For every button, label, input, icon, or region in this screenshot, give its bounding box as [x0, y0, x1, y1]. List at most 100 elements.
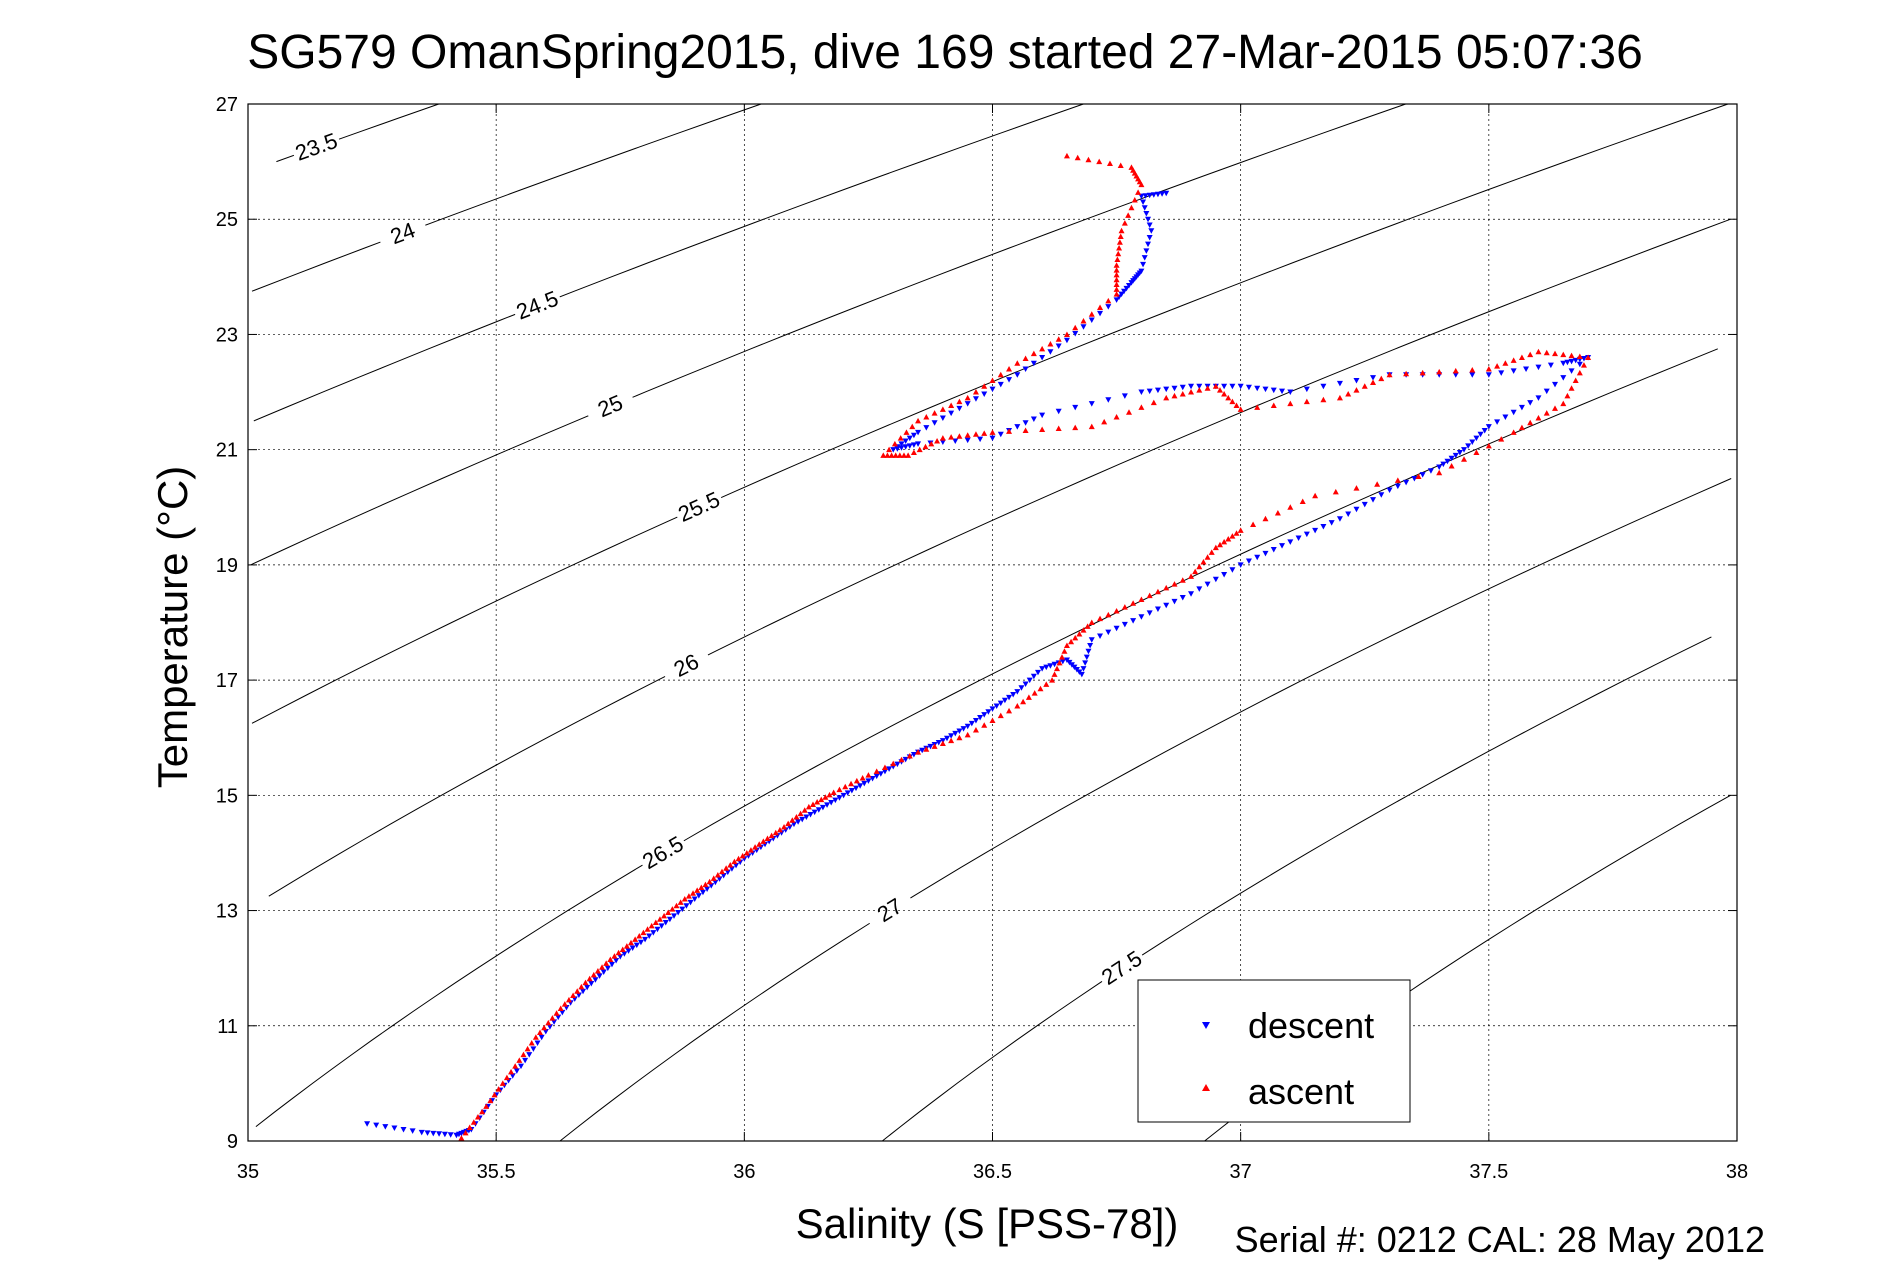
- data-point: [789, 817, 796, 823]
- data-point: [1494, 363, 1501, 369]
- data-point: [977, 436, 984, 443]
- data-point: [1225, 394, 1232, 401]
- data-point: [731, 858, 738, 865]
- data-point: [1082, 660, 1089, 666]
- data-point: [1370, 375, 1377, 381]
- data-point: [944, 735, 951, 742]
- data-point: [623, 943, 630, 949]
- data-point: [1200, 559, 1207, 565]
- data-point: [690, 890, 697, 896]
- data-point: [1020, 698, 1027, 705]
- legend-box: [1137, 979, 1411, 1123]
- data-point: [1270, 402, 1277, 408]
- data-point: [1295, 535, 1302, 542]
- data-point: [718, 868, 725, 875]
- data-point: [1113, 262, 1120, 268]
- data-point: [553, 1010, 560, 1016]
- legend-descent-label: descent: [1248, 1005, 1374, 1046]
- data-point: [462, 1129, 469, 1136]
- data-point: [1216, 387, 1223, 393]
- data-point: [590, 971, 597, 978]
- data-point: [526, 1052, 533, 1058]
- data-point: [964, 723, 971, 730]
- data-point: [989, 435, 996, 442]
- density-contour-27.5: [881, 636, 1712, 1142]
- data-point: [1448, 462, 1455, 469]
- data-point: [636, 933, 643, 939]
- contour-label-bg: [289, 127, 344, 167]
- data-point: [1014, 360, 1021, 366]
- data-point: [640, 929, 647, 936]
- data-point: [1022, 427, 1029, 433]
- data-point: [1030, 360, 1037, 367]
- data-point: [580, 988, 587, 995]
- data-point: [1143, 248, 1150, 254]
- data-point: [903, 429, 910, 435]
- data-point: [1131, 197, 1138, 203]
- data-point: [1485, 366, 1492, 372]
- data-point: [698, 884, 705, 891]
- data-point: [886, 446, 893, 453]
- data-point: [981, 430, 988, 436]
- data-point: [822, 794, 829, 800]
- data-point: [1221, 571, 1228, 578]
- data-point: [1026, 677, 1033, 684]
- data-point: [1121, 393, 1128, 399]
- data-point: [1312, 527, 1319, 534]
- data-point: [608, 961, 615, 968]
- data-point: [1518, 354, 1525, 360]
- data-point: [1353, 506, 1360, 513]
- data-point: [1485, 424, 1492, 430]
- data-point: [1188, 591, 1195, 597]
- density-contour-24: [251, 103, 762, 292]
- data-point: [814, 799, 821, 805]
- data-point: [939, 406, 946, 412]
- data-point: [1142, 193, 1149, 199]
- data-point: [436, 1131, 443, 1137]
- data-point: [1328, 520, 1335, 526]
- data-point: [1196, 383, 1203, 390]
- data-point: [902, 438, 909, 445]
- data-point: [1068, 638, 1075, 645]
- data-point: [972, 389, 979, 395]
- data-point: [1006, 377, 1013, 383]
- data-point: [1527, 400, 1534, 406]
- data-point: [865, 778, 872, 784]
- data-point: [1154, 387, 1161, 394]
- data-point: [1076, 631, 1083, 637]
- data-point: [1123, 285, 1130, 292]
- data-point: [1006, 707, 1013, 714]
- contour-label-bg: [636, 830, 690, 876]
- data-point: [848, 780, 855, 787]
- data-point: [790, 821, 797, 828]
- data-point: [447, 1132, 454, 1138]
- data-point: [1196, 563, 1203, 570]
- data-point: [1465, 443, 1472, 449]
- data-point: [1473, 435, 1480, 442]
- data-point: [458, 1135, 465, 1141]
- data-point: [1419, 472, 1426, 478]
- data-point: [1543, 410, 1550, 416]
- data-point: [373, 1122, 380, 1129]
- data-point: [915, 429, 922, 436]
- data-point: [1494, 419, 1501, 425]
- data-point: [675, 909, 682, 916]
- data-point: [1088, 637, 1095, 643]
- contour-label-bg: [583, 386, 638, 427]
- data-point: [1118, 227, 1125, 234]
- y-tick-label: 11: [217, 1016, 238, 1038]
- data-point: [898, 441, 905, 447]
- data-point: [764, 835, 771, 842]
- data-point: [1403, 370, 1410, 377]
- data-point: [772, 829, 779, 836]
- data-point: [1262, 386, 1269, 393]
- data-point: [1237, 527, 1244, 533]
- data-point: [815, 807, 822, 813]
- data-point: [1477, 431, 1484, 438]
- data-point: [1088, 619, 1095, 625]
- data-point: [1105, 397, 1112, 403]
- data-point: [1552, 405, 1559, 411]
- data-point: [886, 766, 893, 772]
- data-point: [809, 801, 816, 807]
